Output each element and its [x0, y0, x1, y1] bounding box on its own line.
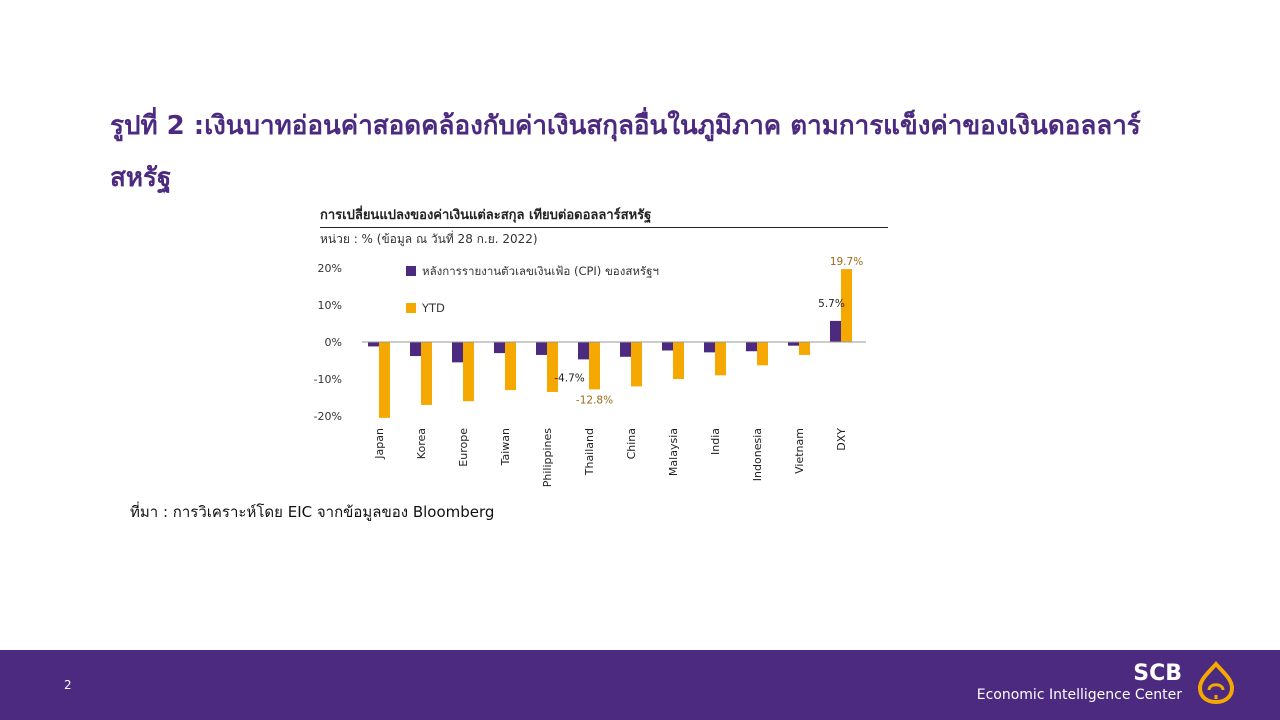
chart-subtitle: หน่วย : % (ข้อมูล ณ วันที่ 28 ก.ย. 2022) [320, 232, 538, 246]
y-tick-label: -10% [314, 373, 342, 386]
bar-ytd-indonesia [757, 342, 768, 366]
slide-title: รูปที่ 2 :เงินบาทอ่อนค่าสอดคล้องกับค่าเง… [110, 111, 1141, 193]
chart-title: การเปลี่ยนแปลงของค่าเงินแต่ละสกุล เทียบต… [320, 204, 888, 228]
x-tick-label: Philippines [541, 428, 554, 488]
brand-subtitle: Economic Intelligence Center [976, 687, 1182, 703]
bar-cpi-japan [368, 342, 379, 347]
x-tick-label: Korea [415, 428, 428, 459]
x-tick-label: India [709, 428, 722, 455]
scb-logo-icon [1197, 661, 1235, 705]
x-tick-label: DXY [835, 428, 848, 451]
bar-ytd-philippines [547, 342, 558, 392]
bar-ytd-europe [463, 342, 474, 402]
data-label: 19.7% [830, 256, 863, 268]
data-label: -12.8% [576, 394, 613, 406]
brand-block: SCB Economic Intelligence Center [977, 662, 1182, 704]
bar-cpi-thailand [578, 342, 589, 360]
bar-cpi-philippines [536, 342, 547, 355]
bar-ytd-taiwan [505, 342, 516, 391]
footer-bar: 2 SCB Economic Intelligence Center [0, 650, 1280, 720]
bar-ytd-vietnam [799, 342, 810, 355]
bar-ytd-japan [379, 342, 390, 418]
bar-cpi-korea [410, 342, 421, 357]
legend-label: YTD [421, 301, 445, 315]
x-tick-label: Vietnam [793, 428, 806, 474]
bar-cpi-europe [452, 342, 463, 363]
bar-cpi-india [704, 342, 715, 353]
y-tick-label: 10% [318, 299, 342, 312]
x-tick-label: Europe [457, 428, 470, 467]
bar-cpi-dxy [830, 320, 841, 342]
legend-swatch [406, 303, 416, 313]
x-tick-label: Malaysia [667, 428, 680, 476]
bar-ytd-india [715, 342, 726, 376]
bar-ytd-dxy [841, 269, 852, 342]
y-tick-label: 20% [318, 262, 342, 275]
legend-swatch [406, 266, 416, 276]
bar-cpi-malaysia [662, 342, 673, 351]
bar-cpi-china [620, 342, 631, 357]
legend-label: หลังการรายงานตัวเลขเงินเฟ้อ (CPI) ของสหร… [422, 264, 659, 278]
data-label: 5.7% [818, 298, 845, 310]
x-tick-label: Indonesia [751, 428, 764, 481]
bar-cpi-vietnam [788, 342, 799, 346]
x-tick-label: Taiwan [499, 428, 512, 466]
x-tick-label: Thailand [583, 428, 596, 476]
bar-ytd-thailand [589, 342, 600, 390]
source-note: ที่มา : การวิเคราะห์โดย EIC จากข้อมูลของ… [130, 503, 495, 521]
bar-ytd-korea [421, 342, 432, 405]
page-number: 2 [64, 678, 72, 692]
bar-cpi-taiwan [494, 342, 505, 354]
bar-chart: 20% 10% 0% -10% -20% Japan Korea Europe Taiwan Ph… [314, 256, 866, 488]
y-tick-label: -20% [314, 410, 342, 423]
y-tick-label: 0% [325, 336, 342, 349]
bar-ytd-china [631, 342, 642, 387]
data-label: -4.7% [554, 372, 584, 384]
bar-ytd-malaysia [673, 342, 684, 379]
x-tick-label: China [625, 428, 638, 459]
x-tick-label: Japan [373, 428, 386, 460]
brand-name: SCB [1133, 661, 1182, 686]
bar-cpi-indonesia [746, 342, 757, 352]
